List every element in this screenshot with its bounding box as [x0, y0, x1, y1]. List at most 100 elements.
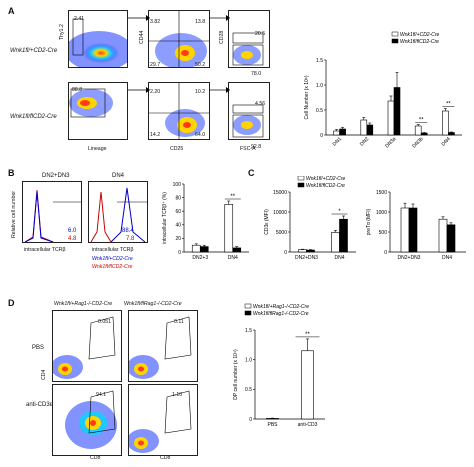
legend-label: Wnk1fl/+CD2-Cre [400, 32, 440, 38]
d-xlabel-1: CD8 [90, 455, 101, 461]
facs-thy-lineage-r2 [68, 82, 128, 140]
facs-thy-lineage-r1 [68, 10, 128, 68]
significance-marker: ** [305, 332, 310, 338]
bar [331, 232, 340, 253]
gate-value: 88.8 [72, 87, 83, 93]
x-tick-label: DN2+DN3 [295, 255, 318, 261]
bar [301, 350, 314, 420]
legend-label: Wnk1fl/+CD2-Cre [306, 176, 346, 182]
x-tick-label: DN4 [440, 136, 451, 147]
d-ylabel: CD4 [41, 369, 47, 380]
bar [446, 224, 456, 253]
chart-c-cd3e: 0 5000 10000 15000 CD3ε (MFI) DN2+DN3 DN4 * Wnk1… [264, 176, 356, 261]
hist-ylabel: Relative cell number [11, 191, 17, 238]
d-gate-value: 94.1 [96, 392, 107, 398]
bar [438, 218, 448, 253]
facs-d-pbs-ko [128, 310, 198, 382]
quad-value: 13.8 [195, 19, 206, 25]
quad-value: 14.2 [150, 132, 161, 138]
legend-swatch [244, 303, 252, 309]
gating-arrows [128, 15, 230, 93]
d-row1-label: PBS [32, 345, 45, 351]
bar [191, 244, 201, 253]
d-gate-value: 0.11 [174, 319, 184, 325]
facs-d-pbs-wt [52, 310, 122, 382]
bar [393, 87, 401, 136]
significance-marker: ** [230, 194, 235, 200]
significance-marker: * [338, 209, 341, 215]
bar [339, 218, 348, 253]
hist2-ko-value: 7.8 [126, 236, 135, 242]
hist1-ko-value: 4.8 [68, 236, 77, 242]
quad-value: 3.82 [150, 19, 161, 25]
x-tick-label: PBS [267, 422, 278, 428]
lineage-axis-label: Lineage [88, 146, 107, 152]
bar [333, 130, 340, 136]
chart-b-tcrb: 0 20 40 60 80 100 intracellular TCRβ⁺ (%) DN2+3… [162, 182, 249, 261]
y-tick-label: 15000 [273, 190, 287, 196]
d-col1-title: Wnk1fl/+Rag1-/-CD2-Cre [54, 301, 113, 307]
bar [400, 207, 410, 253]
panel-a-letter: A [8, 6, 15, 16]
y-axis-label: CD3ε (MFI) [264, 209, 270, 235]
hist2-title: DN4 [112, 173, 125, 179]
y-axis-label: intracellular TCRβ⁺ (%) [162, 192, 168, 244]
bar [199, 246, 209, 253]
quad-value: 2.20 [150, 89, 161, 95]
bar [232, 247, 242, 253]
legend-swatch [297, 176, 305, 181]
chart-a-cell-number: 0 0.5 1.0 1.5 Cell Number (x 10⁶) DN1 DN2 DN3a D… [304, 31, 462, 149]
hist1-xlabel: intracellular TCRβ [24, 247, 66, 253]
quad-value: 64.0 [195, 132, 206, 138]
gate-value: 2.41 [74, 16, 85, 22]
legend-label: Wnk1fl/flCD2-Cre [306, 183, 345, 189]
y-tick-label: 0 [178, 250, 181, 256]
legend-label: Wnk1fl/+Rag1-/-CD2-Cre [253, 304, 309, 310]
thy-axis-label: Thy1.2 [59, 24, 65, 40]
y-tick-label: 1.5 [245, 328, 252, 334]
bar [387, 100, 395, 136]
bar [306, 249, 315, 253]
hist1-wt-value: 6.0 [68, 228, 77, 234]
cd28-value: 78.0 [251, 71, 262, 77]
y-tick-label: 1500 [376, 190, 387, 196]
y-tick-label: 0.5 [245, 387, 252, 393]
chart-c-pretalpha: 0 500 1000 1500 preTα (MFI) DN2+DN3 DN4 [366, 190, 466, 261]
y-tick-label: 60 [175, 209, 181, 215]
x-tick-label: anti-CD3 [298, 422, 318, 428]
histogram-dn23 [22, 181, 82, 243]
d-row2-label: anti-CD3ε [26, 402, 53, 408]
chart-d-dp-number: 0 0.5 1.0 1.5 DP cell number (x 10⁴) PBS anti-… [233, 303, 325, 428]
cd44-axis-label: CD44 [139, 30, 145, 44]
panel-b-letter: B [8, 168, 15, 178]
facs-cd28-fsc-r2 [228, 82, 270, 140]
y-tick-label: 1.0 [316, 83, 323, 89]
y-tick-label: 1000 [376, 210, 387, 216]
bar [360, 119, 368, 136]
x-tick-label: DN2+3 [192, 255, 208, 261]
y-tick-label: 0.5 [316, 108, 323, 114]
bar [266, 418, 279, 420]
d-gate-value: 0.051 [98, 319, 111, 325]
hist-legend-wt: Wnk1fl/+CD2-Cre [92, 256, 133, 262]
cd25-axis-label: CD25 [170, 146, 184, 152]
y-tick-label: 500 [379, 230, 388, 236]
legend-swatch [297, 182, 305, 188]
y-tick-label: 0 [284, 250, 287, 256]
legend-swatch [391, 38, 399, 44]
row1-genotype-label: Wnk1fl/+CD2-Cre [10, 48, 58, 54]
quad-value: 10.2 [195, 89, 206, 95]
panel-c-letter: C [248, 168, 255, 178]
hist1-title: DN2+DN3 [42, 173, 70, 179]
significance-marker: ** [419, 118, 424, 124]
x-tick-label: DN3b [411, 136, 424, 149]
d-col2-title: Wnk1fl/flRag1-/-CD2-Cre [124, 301, 182, 307]
y-tick-label: 80 [175, 195, 181, 201]
facs-d-cd3-ko [128, 384, 198, 456]
bar [298, 249, 307, 253]
legend-swatch [244, 310, 252, 316]
y-tick-label: 0 [249, 417, 252, 423]
d-gate-value: 1.10 [172, 392, 183, 398]
y-axis-label: Cell Number (x 10⁶) [304, 75, 310, 119]
x-tick-label: DN4 [442, 255, 452, 261]
